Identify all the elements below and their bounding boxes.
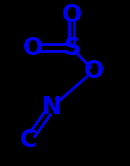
Text: C: C <box>20 128 37 152</box>
Text: O: O <box>84 59 104 83</box>
Text: S: S <box>63 36 80 60</box>
Text: N: N <box>42 95 62 119</box>
Text: O: O <box>61 3 82 27</box>
Text: O: O <box>22 36 43 60</box>
